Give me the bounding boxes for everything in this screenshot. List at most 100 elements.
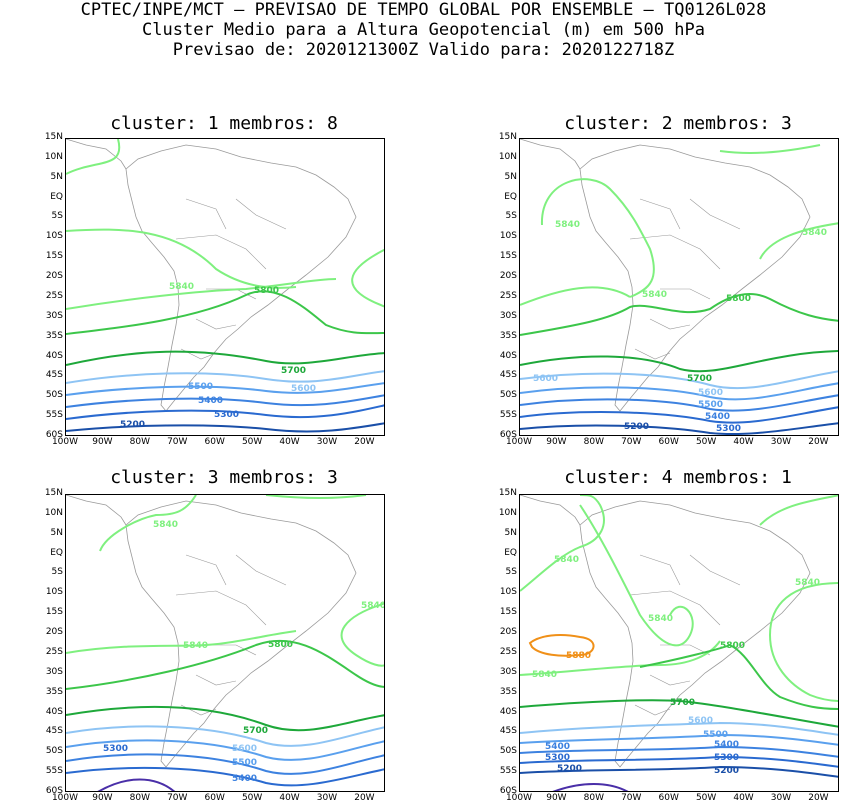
contour-line (66, 630, 297, 654)
coastline-central-america (520, 495, 581, 526)
contour-label: 5700 (281, 366, 306, 376)
lat-label: 5S (51, 211, 63, 222)
lon-label: 80W (129, 437, 151, 447)
contour-label: 5200 (624, 422, 649, 432)
panel-title: cluster: 2 membros: 3 (564, 113, 792, 134)
contour-label: 5700 (243, 726, 268, 736)
lat-label: 15S (499, 607, 517, 618)
lon-label: 20W (354, 793, 375, 803)
lat-label: 20S (45, 271, 63, 282)
contour-line (265, 495, 367, 499)
lat-label: 10N (44, 507, 63, 518)
lon-label: 40W (279, 793, 300, 803)
lon-label: 80W (129, 793, 151, 803)
lon-label: 100W (505, 437, 533, 447)
lat-label: 30S (499, 310, 517, 321)
contour-line (97, 778, 176, 791)
lat-label: 35S (499, 686, 517, 697)
contour-label: 5800 (726, 294, 751, 304)
contour-line (66, 139, 121, 175)
lat-label: 20S (499, 627, 517, 638)
contour-line (66, 422, 384, 433)
country-border (185, 554, 227, 586)
contour-label: 5840 (642, 290, 667, 300)
contour-label: 5840 (153, 520, 178, 530)
contour-line (520, 745, 838, 758)
lat-label: 5S (51, 567, 63, 578)
lon-label: 90W (546, 437, 567, 447)
lat-label: 10N (44, 151, 63, 162)
lat-label: EQ (504, 547, 517, 558)
lat-label: 35S (45, 330, 63, 341)
contour-label: 5300 (545, 753, 570, 763)
map-frame: 5840 5840 5840 5840 5880 5800 5700 5600 5500 5400… (519, 494, 839, 792)
contour-line (66, 394, 384, 408)
lat-label: 15N (498, 132, 517, 142)
lon-label: 100W (51, 793, 79, 803)
contour-label: 5880 (566, 651, 591, 661)
lon-label: 40W (733, 437, 754, 447)
contour-line (66, 639, 384, 690)
contour-label: 5400 (232, 774, 257, 784)
lat-label: 40S (45, 706, 63, 717)
lat-label: 20S (45, 627, 63, 638)
lat-label: 45S (499, 726, 517, 737)
lat-label: 5N (50, 171, 63, 182)
contour-label: 5500 (698, 400, 723, 410)
contour-line (66, 766, 384, 787)
contour-label: 5700 (687, 374, 712, 384)
contour-line (66, 739, 384, 761)
lat-label: 60S (499, 786, 517, 796)
contour-line (520, 382, 838, 401)
lon-label: 90W (92, 793, 113, 803)
contour-label: 5500 (232, 758, 257, 768)
map-frame: 5840 5840 5840 5800 5700 5600 5600 5500 5400 5300… (519, 138, 839, 436)
contour-line (520, 755, 838, 768)
contour-line (99, 495, 197, 552)
lat-label: 15N (44, 488, 63, 498)
lat-label: 10N (498, 151, 517, 162)
lon-label: 50W (695, 437, 717, 447)
lat-label: EQ (50, 191, 63, 202)
lon-label: 80W (583, 437, 605, 447)
contour-label: 5840 (795, 578, 820, 588)
lon-label: 70W (621, 793, 642, 803)
contour-line (66, 382, 384, 396)
lon-label: 70W (621, 437, 642, 447)
lat-label: 50S (45, 390, 63, 401)
panel-title: cluster: 4 membros: 1 (564, 467, 792, 488)
lon-label: 70W (167, 437, 188, 447)
lat-label: 40S (45, 350, 63, 361)
lon-label: 80W (583, 793, 605, 803)
contour-label: 5800 (720, 641, 745, 651)
country-border (235, 554, 287, 586)
contour-line (520, 422, 838, 435)
lat-label: 50S (499, 390, 517, 401)
lon-label: 20W (808, 793, 829, 803)
lat-label: 20S (499, 271, 517, 282)
country-border (649, 674, 691, 686)
contour-label: 5600 (232, 744, 257, 754)
map-canvas: 5840 5800 5700 5600 5500 5400 5300 5200 (66, 139, 384, 433)
lon-label: 90W (92, 437, 113, 447)
country-border (660, 288, 711, 300)
lon-label: 30W (770, 437, 792, 447)
country-border (689, 554, 741, 586)
lat-label: 55S (499, 410, 517, 421)
coastline (579, 500, 811, 768)
contour-label: 5300 (714, 753, 739, 763)
contour-label: 5600 (688, 716, 713, 726)
contour-label: 5840 (554, 555, 579, 565)
lat-label: 10S (45, 587, 63, 598)
lat-label: 15S (499, 251, 517, 262)
contour-line (520, 495, 605, 592)
contour-label: 5840 (555, 220, 580, 230)
contour-line (351, 248, 384, 308)
lat-label: 40S (499, 706, 517, 717)
lat-label: 60S (45, 430, 63, 440)
contour-line (66, 753, 384, 775)
map-canvas: 5840584058405840588058005700560055005400… (520, 495, 838, 791)
map-canvas: 5840 5840 5840 5800 5700 5600 5600 5500 5400 5300… (520, 139, 838, 435)
contour-line (66, 370, 384, 384)
lat-label: 45S (45, 726, 63, 737)
